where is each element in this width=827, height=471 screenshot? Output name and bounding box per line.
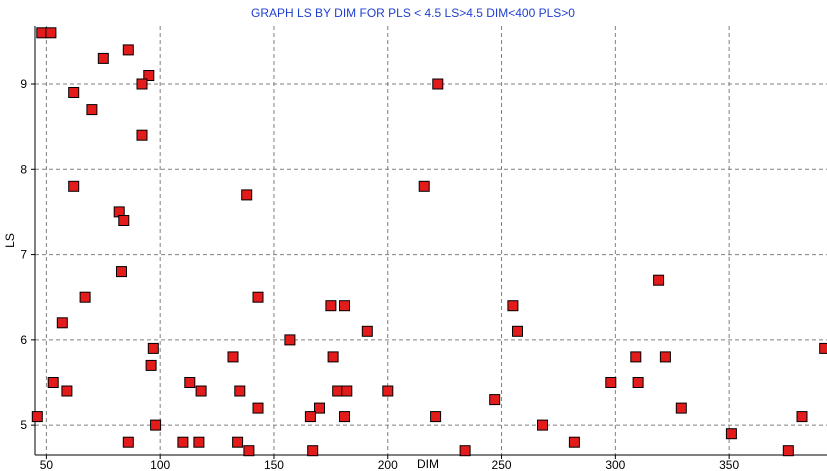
data-point [68, 180, 80, 192]
data-point [143, 70, 155, 81]
data-point [45, 27, 57, 39]
data-point [432, 78, 444, 90]
data-point [68, 87, 80, 98]
data-point [341, 385, 353, 397]
x-tick-label: 150 [264, 458, 284, 471]
data-point [252, 402, 264, 414]
data-point [725, 428, 737, 440]
data-point [61, 385, 73, 397]
data-point [459, 445, 471, 457]
x-tick-label: 50 [40, 458, 54, 471]
data-point [819, 342, 827, 354]
data-point [568, 436, 580, 448]
data-point [659, 351, 671, 363]
data-point [782, 445, 794, 457]
data-point [243, 445, 255, 457]
x-tick-label: 300 [605, 458, 625, 471]
grid-layer [35, 26, 827, 455]
ticks-layer: 50 100 150 200 250 300 350 5 6 7 8 9 [20, 77, 739, 471]
data-point [304, 411, 316, 423]
chart-title: GRAPH LS BY DIM FOR PLS < 4.5 LS>4.5 DIM… [251, 6, 575, 20]
data-point [193, 436, 205, 448]
data-point [36, 27, 48, 39]
data-point [605, 377, 617, 388]
y-tick-label: 5 [20, 418, 27, 432]
data-point [97, 52, 109, 64]
data-point [252, 291, 264, 303]
data-point [361, 325, 373, 337]
y-tick-label: 6 [20, 333, 27, 347]
x-tick-label: 350 [719, 458, 739, 471]
data-point [507, 300, 519, 312]
data-point [653, 274, 665, 286]
data-point [150, 419, 162, 431]
y-tick-label: 9 [20, 77, 27, 91]
data-point [632, 377, 644, 388]
data-point [314, 402, 325, 414]
data-point [145, 359, 157, 371]
data-point [122, 436, 134, 448]
data-point [232, 436, 244, 448]
data-point [327, 351, 339, 363]
data-point [234, 385, 246, 397]
data-point [630, 351, 642, 363]
y-axis-label: LS [3, 233, 17, 248]
data-point [512, 325, 523, 337]
x-tick-label: 200 [378, 458, 398, 471]
plot-frame [34, 26, 827, 456]
points-layer [31, 27, 827, 457]
data-point [118, 215, 130, 226]
data-point [796, 411, 808, 423]
data-point [177, 436, 189, 448]
data-point [489, 394, 501, 406]
data-point [79, 291, 91, 303]
data-point [339, 411, 350, 423]
data-point [195, 385, 207, 397]
data-point [339, 300, 350, 312]
data-point [307, 445, 319, 457]
data-point [184, 377, 196, 388]
data-point [147, 342, 159, 354]
data-point [382, 385, 394, 397]
x-tick-label: 250 [492, 458, 512, 471]
data-point [325, 300, 337, 312]
data-point [136, 78, 148, 90]
y-tick-label: 8 [20, 162, 27, 176]
data-point [86, 104, 98, 116]
data-point [47, 377, 59, 388]
x-tick-label: 100 [150, 458, 170, 471]
data-point [122, 44, 134, 56]
data-point [332, 385, 344, 397]
x-axis-label: DIM [417, 457, 439, 471]
data-point [537, 419, 548, 431]
data-point [418, 180, 430, 192]
y-tick-label: 7 [20, 248, 27, 262]
data-point [31, 411, 43, 423]
data-point [56, 317, 68, 329]
data-point [241, 189, 253, 201]
data-point [227, 351, 239, 363]
data-point [136, 129, 148, 141]
data-point [116, 266, 127, 278]
data-point [284, 334, 296, 346]
data-point [675, 402, 687, 414]
data-point [430, 411, 442, 423]
